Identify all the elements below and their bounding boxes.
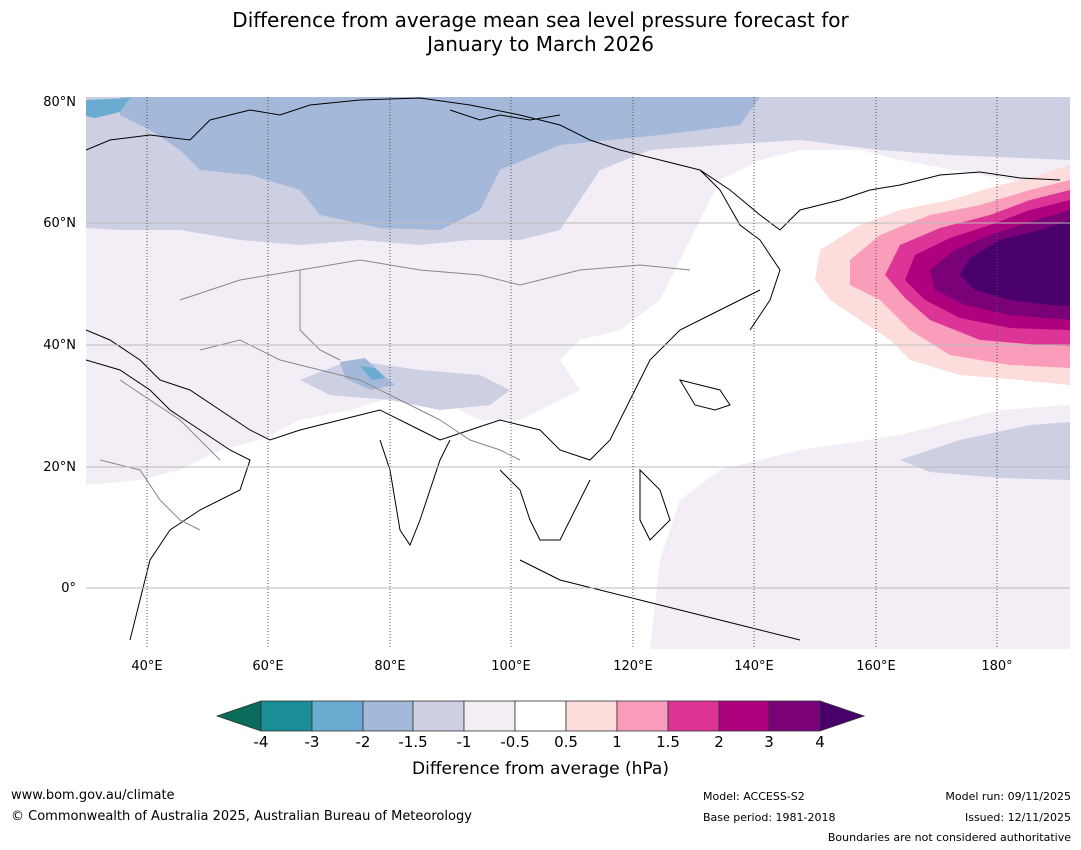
colorbar-tick: -1: [456, 733, 472, 751]
lon-label-120e: 120°E: [613, 659, 653, 674]
colorbar-bin: [514, 700, 567, 732]
title-line-1: Difference from average mean sea level p…: [232, 8, 849, 32]
colorbar-below-min: [215, 700, 262, 732]
footer-issued: Issued: 12/11/2025: [964, 811, 1071, 824]
coastlines: [86, 97, 1061, 641]
lat-label-20n: 20°N: [43, 460, 76, 475]
colorbar-bin: [311, 700, 364, 732]
colorbar-tick: -1.5: [398, 733, 428, 751]
lon-label-100e: 100°E: [491, 659, 531, 674]
lon-label-80e: 80°E: [374, 659, 406, 674]
colorbar-tick: 2: [714, 733, 724, 751]
footer-url[interactable]: www.bom.gov.au/climate: [11, 788, 175, 803]
footer-model: Model: ACCESS-S2: [703, 790, 805, 803]
chart-title: Difference from average mean sea level p…: [0, 8, 1081, 56]
contour-plus4: [960, 220, 1070, 306]
lat-label-80n: 80°N: [43, 95, 76, 110]
colorbar-bin: [362, 700, 414, 732]
colorbar-bin: [260, 700, 313, 732]
footer-copyright: © Commonwealth of Australia 2025, Austra…: [11, 809, 472, 824]
colorbar-bin: [412, 700, 465, 732]
colorbar-bin: [463, 700, 516, 732]
colorbar-tick: 1: [612, 733, 622, 751]
colorbar-title: Difference from average (hPa): [412, 759, 669, 779]
colorbar-tick: -2: [355, 733, 371, 751]
contour-minus3-tibet: [360, 366, 385, 380]
lon-label-60e: 60°E: [252, 659, 284, 674]
colorbar-tick: 0.5: [554, 733, 578, 751]
colorbar-bin: [768, 700, 821, 732]
lon-label-180: 180°: [981, 659, 1013, 674]
footer-model-run: Model run: 09/11/2025: [945, 790, 1071, 803]
footer-base-period: Base period: 1981-2018: [703, 811, 836, 824]
lon-label-40e: 40°E: [131, 659, 163, 674]
contour-minus3-arctic: [86, 98, 130, 118]
title-line-2: January to March 2026: [427, 32, 654, 56]
longitude-gridlines: [146, 97, 998, 649]
contour-minus2-north: [120, 97, 760, 230]
colorbar-bin: [616, 700, 669, 732]
colorbar-bin: [667, 700, 720, 732]
colorbar: [215, 700, 866, 732]
country-borders: [99, 259, 691, 531]
latitude-gridlines: [86, 222, 1070, 589]
colorbar-above-max: [819, 700, 866, 732]
lat-label-60n: 60°N: [43, 216, 76, 231]
lat-label-0: 0°: [61, 581, 76, 596]
colorbar-tick: 4: [815, 733, 825, 751]
lat-label-40n: 40°N: [43, 338, 76, 353]
contour-minus15-pacific: [900, 422, 1070, 480]
colorbar-tick: -4: [253, 733, 269, 751]
colorbar-tick: -3: [304, 733, 320, 751]
anomaly-field: [86, 97, 1070, 649]
colorbar-bin: [565, 700, 618, 732]
footer-disclaimer: Boundaries are not considered authoritat…: [827, 831, 1071, 844]
lon-label-160e: 160°E: [856, 659, 896, 674]
colorbar-tick: 1.5: [656, 733, 680, 751]
colorbar-tick: 3: [764, 733, 774, 751]
lon-label-140e: 140°E: [734, 659, 774, 674]
colorbar-tick: -0.5: [500, 733, 530, 751]
colorbar-bin: [718, 700, 770, 732]
